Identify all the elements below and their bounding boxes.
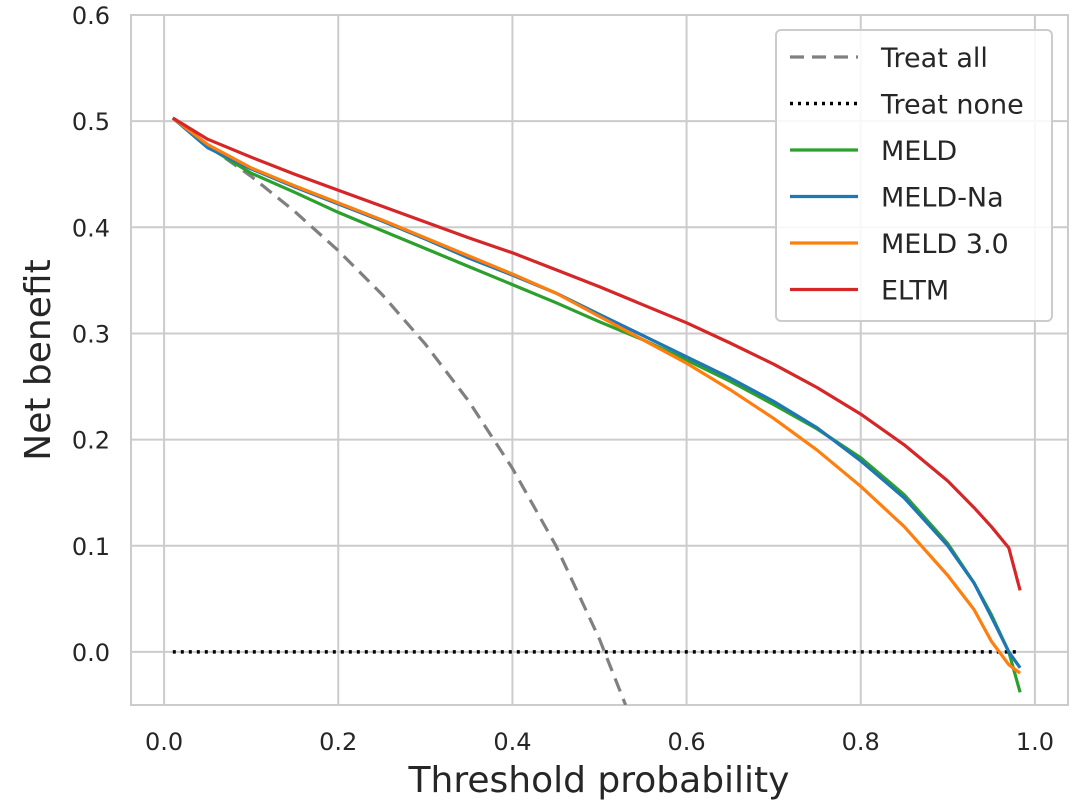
- series-lines: [171, 116, 1022, 705]
- legend-label: MELD-Na: [881, 183, 1004, 214]
- legend-label: Treat all: [880, 43, 988, 74]
- x-tick-label: 0.0: [145, 728, 183, 756]
- y-tick-label: 0.6: [72, 2, 110, 30]
- series-line-meld-3-0: [171, 116, 1022, 675]
- legend-label: MELD 3.0: [881, 229, 1009, 260]
- legend: Treat all Treat none MELD MELD-Na MELD 3.0 EL…: [775, 29, 1053, 322]
- legend-box: [775, 29, 1053, 322]
- x-tick-label: 0.4: [493, 728, 531, 756]
- grid-lines: [131, 14, 1068, 705]
- legend-label: ELTM: [881, 276, 949, 307]
- series-line-eltm: [171, 116, 1022, 591]
- x-tick-label: 0.6: [667, 728, 705, 756]
- x-axis-title: Threshold probability: [408, 760, 790, 801]
- x-tick-label: 1.0: [1016, 728, 1054, 756]
- y-tick-label: 0.2: [72, 427, 110, 455]
- legend-label: MELD: [881, 136, 957, 167]
- series-line-treat-all: [171, 116, 628, 705]
- y-tick-label: 0.3: [72, 320, 110, 348]
- y-tick-label: 0.5: [72, 108, 110, 136]
- y-tick-label: 0.1: [72, 533, 110, 561]
- x-tick-label: 0.2: [319, 728, 357, 756]
- x-tick-labels: 0.0 0.2 0.4 0.6 0.8 1.0: [145, 728, 1054, 756]
- x-tick-label: 0.8: [842, 728, 880, 756]
- legend-label: Treat none: [880, 90, 1024, 121]
- y-tick-label: 0.4: [72, 214, 110, 242]
- y-tick-label: 0.0: [72, 639, 110, 667]
- y-tick-labels: 0.0 0.1 0.2 0.3 0.4 0.5 0.6: [72, 2, 110, 667]
- y-axis-title: Net benefit: [18, 259, 59, 460]
